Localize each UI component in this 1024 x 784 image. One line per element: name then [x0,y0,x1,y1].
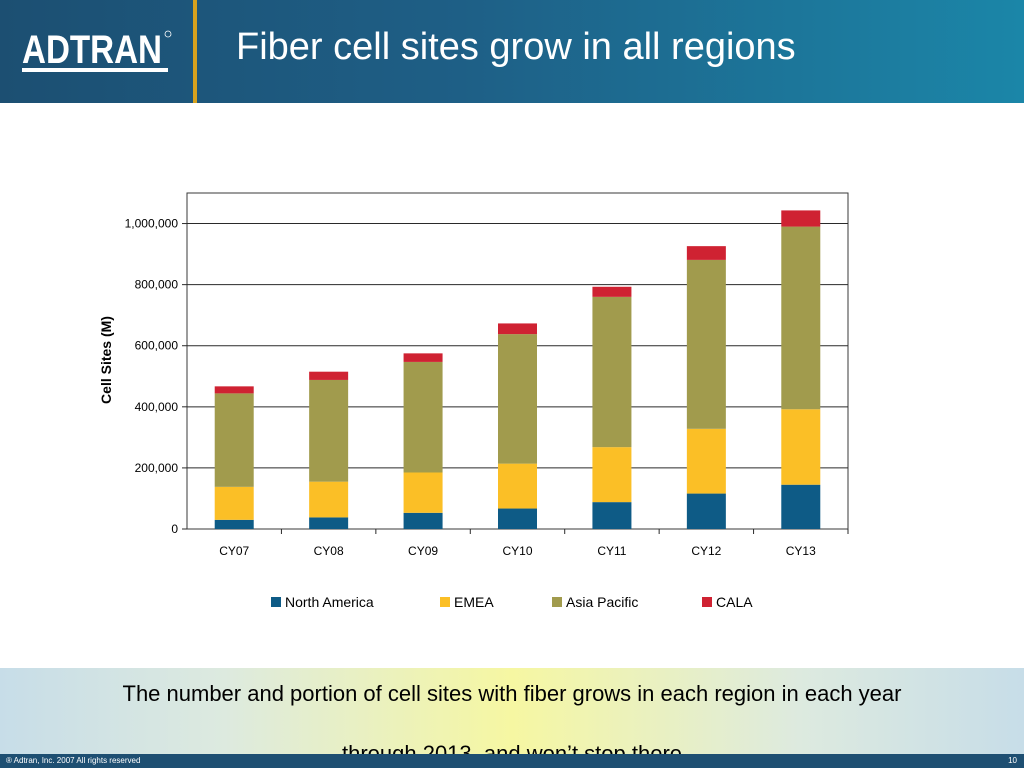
legend-label: Asia Pacific [566,594,638,610]
y-tick-label: 0 [171,522,178,536]
bar-segment [592,296,632,448]
bar-segment [781,210,821,227]
bar-segment [592,502,632,529]
y-tick-label: 200,000 [135,461,179,475]
bar-segment [309,517,349,529]
y-tick-label: 600,000 [135,339,179,353]
bar-segment [686,246,726,260]
legend-label: North America [285,594,374,610]
bar-segment [309,481,349,518]
y-tick-label: 800,000 [135,278,179,292]
bar-segment [592,447,632,503]
bar-segment [403,472,443,513]
adtran-logo: ADTRAN [22,29,172,72]
stacked-bar-chart: 0 200,000 400,000 600,000 800,000 1,000,000 CY… [98,192,849,610]
bar-segment [403,512,443,529]
bar-segment [214,519,254,529]
bar-segment [686,493,726,529]
header-divider [193,0,197,103]
bar-segment [214,386,254,394]
x-tick-label: CY12 [691,544,721,558]
bar-segment [498,334,537,464]
caption-band [0,668,1024,754]
bar-segment [498,323,537,335]
bar-segment [309,371,349,380]
bar-segment [214,393,254,487]
legend-swatch [702,597,712,607]
legend-swatch [552,597,562,607]
bar-segment [214,486,254,520]
x-tick-label: CY07 [219,544,249,558]
x-tick-label: CY09 [408,544,438,558]
x-tick-label: CY13 [786,544,816,558]
registered-mark-icon [164,30,172,38]
bar-segment [309,379,349,482]
bar-segment [403,353,443,362]
copyright-text: ® Adtran, Inc. 2007 All rights reserved [6,756,141,765]
legend-swatch [271,597,281,607]
bar-segment [403,361,443,473]
legend-label: CALA [716,594,753,610]
bar-segment [498,463,537,509]
page-number: 10 [1008,756,1017,765]
x-tick-label: CY10 [502,544,532,558]
slide-title: Fiber cell sites grow in all regions [236,26,796,68]
y-tick-label: 1,000,000 [125,217,179,231]
bar-segment [686,259,726,429]
bar-segment [686,428,726,494]
x-tick-label: CY11 [597,544,626,558]
bar-segment [781,226,821,410]
x-tick-label: CY08 [314,544,344,558]
footer-bar: ® Adtran, Inc. 2007 All rights reserved … [0,754,1024,768]
bar-segment [592,286,632,297]
bar-segment [498,508,537,529]
legend-label: EMEA [454,594,494,610]
y-axis-label: Cell Sites (M) [98,316,114,404]
bar-segment [781,409,821,485]
bar-segment [781,484,821,529]
slide-header: ADTRAN Fiber cell sites grow in all regi… [0,0,1024,103]
logo-underline [22,68,168,72]
legend-swatch [440,597,450,607]
logo-wordmark: ADTRAN [22,29,162,72]
y-tick-label: 400,000 [135,400,179,414]
caption: The number and portion of cell sites wit… [0,664,1024,766]
caption-line-1: The number and portion of cell sites wit… [122,681,902,706]
